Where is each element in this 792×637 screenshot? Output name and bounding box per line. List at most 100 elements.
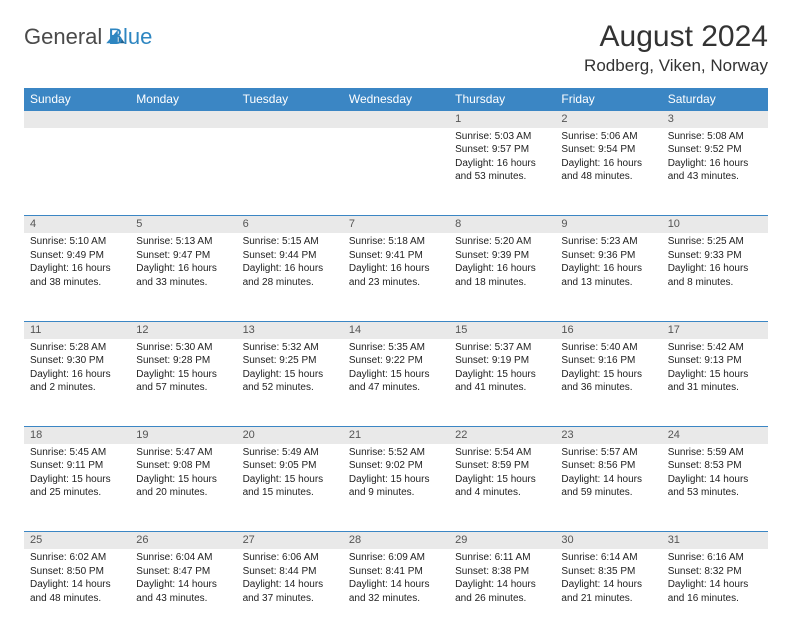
sunset-text: Sunset: 8:35 PM: [561, 565, 655, 579]
day-cell: [237, 128, 343, 216]
day1-text: Daylight: 14 hours: [136, 578, 230, 592]
sunset-text: Sunset: 9:22 PM: [349, 354, 443, 368]
sunset-text: Sunset: 9:28 PM: [136, 354, 230, 368]
day-number: 25: [24, 532, 130, 549]
sunrise-text: Sunrise: 5:13 AM: [136, 235, 230, 249]
sunset-text: Sunset: 9:44 PM: [243, 249, 337, 263]
sunset-text: Sunset: 8:56 PM: [561, 459, 655, 473]
sunset-text: Sunset: 9:57 PM: [455, 143, 549, 157]
day-number: 8: [449, 216, 555, 233]
day2-text: and 41 minutes.: [455, 381, 549, 395]
week-row: Sunrise: 5:03 AMSunset: 9:57 PM Daylight:…: [24, 128, 768, 216]
day-cell: Sunrise: 6:02 AMSunset: 8:50 PMDaylight:…: [24, 549, 130, 637]
day2-text: and 48 minutes.: [561, 170, 655, 184]
sunrise-text: Sunrise: 5:35 AM: [349, 341, 443, 355]
day-cell: Sunrise: 5:18 AMSunset: 9:41 PMDaylight:…: [343, 233, 449, 321]
day1-text: Daylight: 16 hours: [668, 157, 762, 171]
sunrise-text: Sunrise: 5:54 AM: [455, 446, 549, 460]
day2-text: and 20 minutes.: [136, 486, 230, 500]
day-number: 14: [343, 321, 449, 338]
sunrise-text: Sunrise: 5:45 AM: [30, 446, 124, 460]
day-cell: Sunrise: 6:14 AMSunset: 8:35 PMDaylight:…: [555, 549, 661, 637]
sunrise-text: Sunrise: 5:40 AM: [561, 341, 655, 355]
day-number: 22: [449, 427, 555, 444]
day2-text: and 9 minutes.: [349, 486, 443, 500]
day2-text: and 47 minutes.: [349, 381, 443, 395]
day-cell: Sunrise: 5:54 AMSunset: 8:59 PMDaylight:…: [449, 444, 555, 532]
day-number: 12: [130, 321, 236, 338]
sunset-text: Sunset: 9:19 PM: [455, 354, 549, 368]
day-number: 24: [662, 427, 768, 444]
day-number: 17: [662, 321, 768, 338]
day-cell: Sunrise: 5:57 AMSunset: 8:56 PMDaylight:…: [555, 444, 661, 532]
day1-text: Daylight: 15 hours: [455, 473, 549, 487]
daynum-row: 123: [24, 111, 768, 128]
sunset-text: Sunset: 8:50 PM: [30, 565, 124, 579]
day1-text: Daylight: 14 hours: [455, 578, 549, 592]
day2-text: and 18 minutes.: [455, 276, 549, 290]
day2-text: and 37 minutes.: [243, 592, 337, 606]
sunset-text: Sunset: 9:36 PM: [561, 249, 655, 263]
sunrise-text: Sunrise: 5:28 AM: [30, 341, 124, 355]
day-cell: Sunrise: 5:13 AMSunset: 9:47 PMDaylight:…: [130, 233, 236, 321]
day2-text: and 25 minutes.: [30, 486, 124, 500]
sunrise-text: Sunrise: 5:49 AM: [243, 446, 337, 460]
sunrise-text: Sunrise: 6:02 AM: [30, 551, 124, 565]
day-cell: Sunrise: 5:40 AMSunset: 9:16 PMDaylight:…: [555, 339, 661, 427]
day1-text: Daylight: 14 hours: [30, 578, 124, 592]
weekday-header: Friday: [555, 88, 661, 111]
day-number: 26: [130, 532, 236, 549]
sunset-text: Sunset: 8:59 PM: [455, 459, 549, 473]
sunrise-text: Sunrise: 5:08 AM: [668, 130, 762, 144]
day-cell: Sunrise: 5:45 AMSunset: 9:11 PMDaylight:…: [24, 444, 130, 532]
day2-text: and 13 minutes.: [561, 276, 655, 290]
day1-text: Daylight: 14 hours: [243, 578, 337, 592]
sunrise-text: Sunrise: 5:42 AM: [668, 341, 762, 355]
sunset-text: Sunset: 9:33 PM: [668, 249, 762, 263]
day-number: 15: [449, 321, 555, 338]
day1-text: Daylight: 15 hours: [136, 473, 230, 487]
sunrise-text: Sunrise: 5:57 AM: [561, 446, 655, 460]
weekday-header-row: Sunday Monday Tuesday Wednesday Thursday…: [24, 88, 768, 111]
day2-text: and 57 minutes.: [136, 381, 230, 395]
day2-text: and 23 minutes.: [349, 276, 443, 290]
calendar-table: Sunday Monday Tuesday Wednesday Thursday…: [24, 88, 768, 637]
day2-text: and 38 minutes.: [30, 276, 124, 290]
sunset-text: Sunset: 9:02 PM: [349, 459, 443, 473]
day-number: 27: [237, 532, 343, 549]
day1-text: Daylight: 16 hours: [30, 368, 124, 382]
header: General Blue August 2024 Rodberg, Viken,…: [24, 20, 768, 76]
sunset-text: Sunset: 8:38 PM: [455, 565, 549, 579]
day-cell: Sunrise: 5:37 AMSunset: 9:19 PMDaylight:…: [449, 339, 555, 427]
day1-text: Daylight: 15 hours: [349, 368, 443, 382]
day1-text: Daylight: 16 hours: [668, 262, 762, 276]
sunset-text: Sunset: 9:54 PM: [561, 143, 655, 157]
sunrise-text: Sunrise: 6:09 AM: [349, 551, 443, 565]
sunrise-text: Sunrise: 5:30 AM: [136, 341, 230, 355]
day-cell: Sunrise: 6:04 AMSunset: 8:47 PMDaylight:…: [130, 549, 236, 637]
day-number: 31: [662, 532, 768, 549]
day-cell: Sunrise: 5:28 AMSunset: 9:30 PMDaylight:…: [24, 339, 130, 427]
sunrise-text: Sunrise: 5:47 AM: [136, 446, 230, 460]
day-cell: Sunrise: 5:08 AMSunset: 9:52 PMDaylight:…: [662, 128, 768, 216]
day1-text: Daylight: 14 hours: [668, 578, 762, 592]
day1-text: Daylight: 15 hours: [243, 368, 337, 382]
day1-text: Daylight: 15 hours: [349, 473, 443, 487]
day-number: 18: [24, 427, 130, 444]
sunrise-text: Sunrise: 5:25 AM: [668, 235, 762, 249]
day-cell: Sunrise: 6:06 AMSunset: 8:44 PMDaylight:…: [237, 549, 343, 637]
sunrise-text: Sunrise: 6:14 AM: [561, 551, 655, 565]
day-number: 21: [343, 427, 449, 444]
daynum-row: 11121314151617: [24, 321, 768, 338]
day1-text: Daylight: 16 hours: [136, 262, 230, 276]
day1-text: Daylight: 14 hours: [668, 473, 762, 487]
weekday-header: Wednesday: [343, 88, 449, 111]
day2-text: and 53 minutes.: [455, 170, 549, 184]
day-cell: Sunrise: 6:11 AMSunset: 8:38 PMDaylight:…: [449, 549, 555, 637]
day-cell: Sunrise: 5:42 AMSunset: 9:13 PMDaylight:…: [662, 339, 768, 427]
weekday-header: Monday: [130, 88, 236, 111]
day1-text: Daylight: 14 hours: [561, 473, 655, 487]
sunrise-text: Sunrise: 5:03 AM: [455, 130, 549, 144]
sunrise-text: Sunrise: 6:11 AM: [455, 551, 549, 565]
week-row: Sunrise: 5:28 AMSunset: 9:30 PMDaylight:…: [24, 339, 768, 427]
